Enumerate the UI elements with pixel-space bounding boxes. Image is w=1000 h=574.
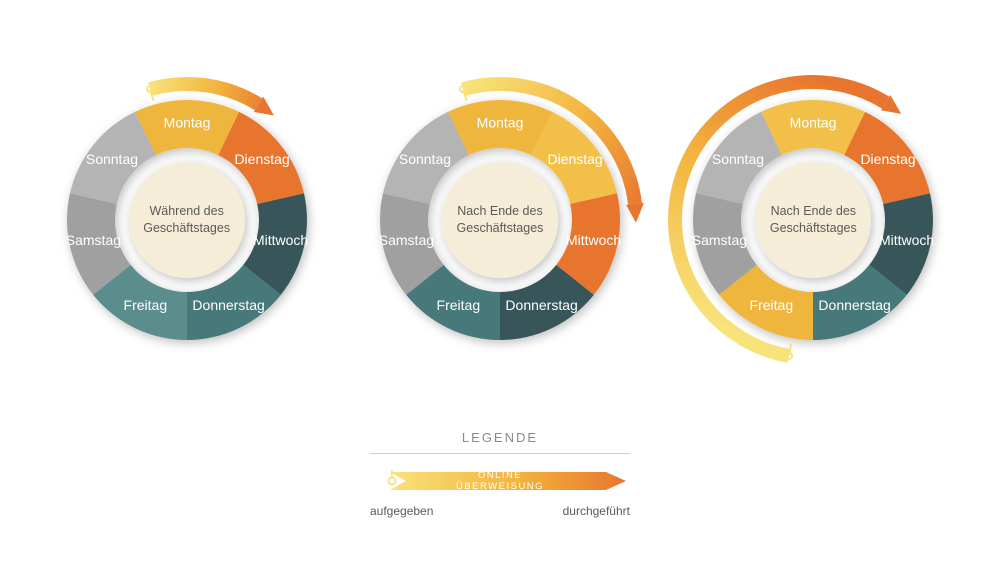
legend-right-label: durchgeführt (563, 504, 630, 518)
segment-label: Sonntag (86, 151, 138, 167)
transfer-arc-arrowhead (626, 203, 644, 223)
donut-svg-3: Montag Dienstag Mittwoch Donnerstag Freitag S… (668, 50, 958, 390)
segment-label: Montag (790, 115, 837, 131)
segment-label: Freitag (750, 297, 794, 313)
segment-label: Freitag (437, 297, 481, 313)
segment-label: Montag (477, 115, 524, 131)
segment-label: Samstag (65, 232, 120, 248)
segment-label: Mittwoch (253, 232, 308, 248)
segment-label: Sonntag (399, 151, 451, 167)
segment-label: Dienstag (547, 151, 602, 167)
donut-chart-3: Montag Dienstag Mittwoch Donnerstag Freitag S… (668, 50, 958, 390)
legend: LEGENDE ONLINE ÜBERWEISUNG aufgegeben du… (340, 430, 660, 518)
segment-label: Samstag (379, 232, 434, 248)
segment-label: Freitag (123, 297, 167, 313)
segment-label: Samstag (692, 232, 747, 248)
charts-row: Montag Dienstag Mittwoch Donnerstag Freitag S… (0, 0, 1000, 390)
segment-label: Mittwoch (879, 232, 934, 248)
segment-label: Mittwoch (566, 232, 621, 248)
donut-svg-1: Montag Dienstag Mittwoch Donnerstag Freitag S… (42, 50, 332, 390)
legend-arrow: ONLINE ÜBERWEISUNG (370, 468, 630, 494)
legend-title: LEGENDE (340, 430, 660, 445)
donut-chart-1: Montag Dienstag Mittwoch Donnerstag Freitag S… (42, 50, 332, 390)
segment-label: Dienstag (234, 151, 289, 167)
legend-sub: aufgegeben durchgeführt (370, 504, 630, 518)
legend-divider (370, 453, 630, 454)
legend-arrow-label: ONLINE ÜBERWEISUNG (435, 470, 565, 492)
segment-label: Montag (163, 115, 210, 131)
segment-label: Dienstag (861, 151, 916, 167)
donut-chart-2: Montag Dienstag Mittwoch Donnerstag Freitag S… (355, 50, 645, 390)
segment-label: Donnerstag (505, 297, 577, 313)
segment-label: Donnerstag (819, 297, 891, 313)
segment-label: Donnerstag (192, 297, 264, 313)
segment-label: Sonntag (712, 151, 764, 167)
donut-svg-2: Montag Dienstag Mittwoch Donnerstag Freitag S… (355, 50, 645, 390)
legend-left-label: aufgegeben (370, 504, 433, 518)
